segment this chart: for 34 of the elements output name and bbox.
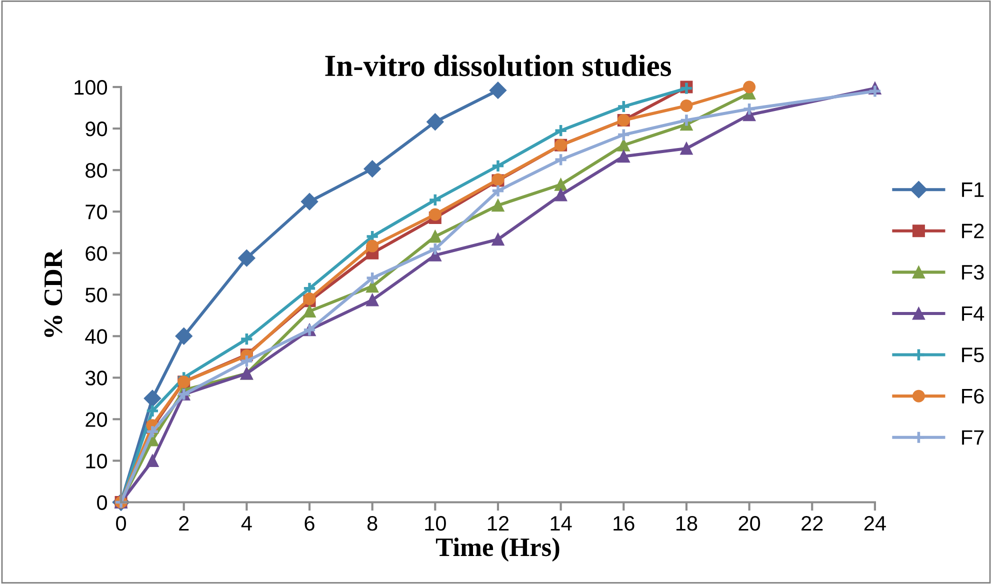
x-tick-label: 18 bbox=[676, 516, 698, 531]
x-tick-label: 16 bbox=[614, 516, 634, 531]
y-tick-label: 60 bbox=[86, 246, 108, 261]
y-axis-title: % CDR bbox=[44, 249, 62, 338]
legend-label: F3 bbox=[962, 264, 984, 280]
legend-label: F6 bbox=[962, 388, 984, 404]
y-tick-label: 90 bbox=[86, 122, 108, 136]
legend-label: F4 bbox=[962, 306, 984, 321]
x-tick-label: 20 bbox=[738, 516, 760, 531]
y-tick-label: 50 bbox=[85, 288, 108, 302]
x-tick-label: 22 bbox=[802, 516, 823, 531]
legend-label: F7 bbox=[962, 430, 984, 445]
x-tick-label: 10 bbox=[425, 516, 446, 531]
x-tick-label: 24 bbox=[864, 516, 886, 531]
x-axis-title: Time (Hrs) bbox=[436, 538, 560, 562]
x-tick-label: 14 bbox=[550, 516, 572, 531]
x-tick-label: 0 bbox=[116, 516, 126, 531]
chart-title: In-vitro dissolution studies bbox=[325, 54, 672, 76]
y-tick-label: 40 bbox=[85, 329, 108, 344]
x-tick-label: 12 bbox=[488, 516, 509, 531]
y-tick-label: 30 bbox=[85, 370, 108, 386]
legend-label: F2 bbox=[962, 224, 984, 238]
x-tick-label: 2 bbox=[179, 516, 189, 531]
x-tick-label: 8 bbox=[367, 516, 378, 531]
y-tick-label: 0 bbox=[97, 495, 108, 510]
y-tick-label: 70 bbox=[86, 204, 108, 220]
legend-label: F1 bbox=[962, 182, 984, 197]
legend-label: F5 bbox=[962, 348, 984, 362]
y-tick-label: 20 bbox=[86, 412, 108, 427]
x-tick-label: 6 bbox=[304, 516, 314, 531]
y-tick-label: 10 bbox=[86, 454, 108, 468]
y-tick-label: 80 bbox=[86, 163, 108, 178]
x-tick-label: 4 bbox=[241, 516, 252, 531]
y-tick-label: 100 bbox=[74, 80, 108, 95]
